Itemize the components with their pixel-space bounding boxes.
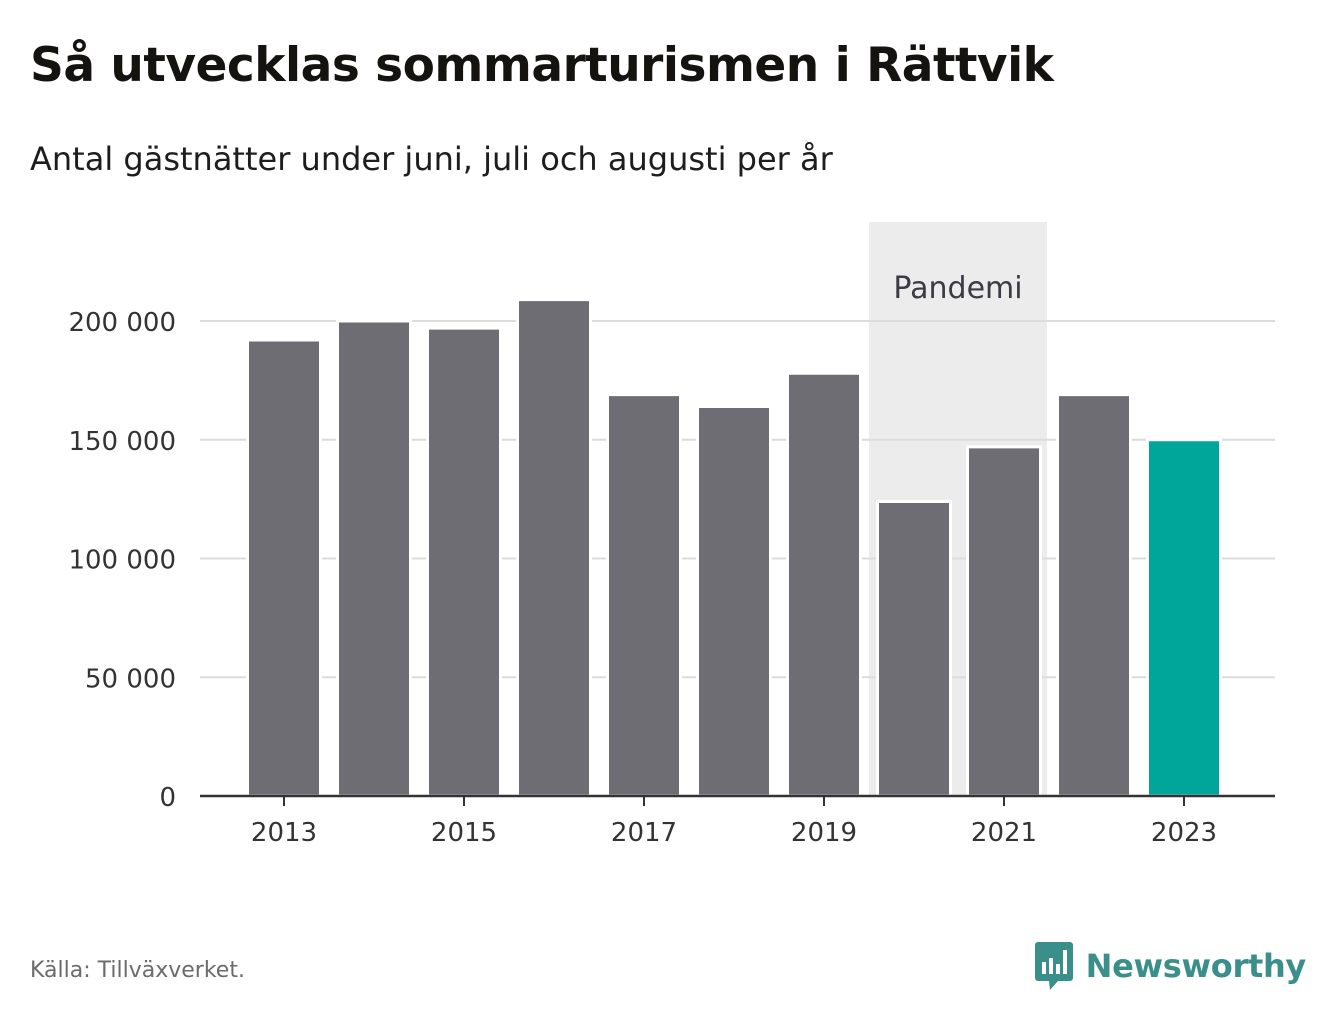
- bar-2022: [1056, 393, 1132, 798]
- bar-2020: [876, 500, 952, 798]
- x-tick-label: 2017: [611, 818, 677, 848]
- pandemic-label: Pandemi: [893, 271, 1022, 306]
- chart-title: Så utvecklas sommarturismen i Rättvik: [30, 38, 1054, 93]
- y-tick-label: 50 000: [85, 664, 176, 694]
- newsworthy-logo-icon: [1034, 942, 1073, 990]
- x-tick-label: 2023: [1151, 818, 1217, 848]
- bar-2021: [966, 445, 1042, 798]
- source-note: Källa: Tillväxverket.: [30, 958, 245, 983]
- x-tick-label: 2015: [431, 818, 497, 848]
- bar-2016: [516, 298, 592, 798]
- bar-2015: [426, 326, 502, 798]
- brand-name: Newsworthy: [1085, 947, 1307, 985]
- x-tick-label: 2021: [971, 818, 1037, 848]
- bar-2023: [1146, 438, 1222, 798]
- bar-2013: [246, 338, 322, 798]
- x-tick-label: 2019: [791, 818, 857, 848]
- chart-subtitle: Antal gästnätter under juni, juli och au…: [30, 140, 833, 178]
- bar-2018: [696, 405, 772, 798]
- y-tick-label: 200 000: [68, 308, 176, 338]
- bar-2019: [786, 371, 862, 798]
- y-tick-label: 150 000: [68, 427, 176, 457]
- bar-2014: [336, 319, 412, 798]
- brand-logo: Newsworthy: [1034, 940, 1306, 992]
- y-tick-label: 0: [159, 783, 176, 813]
- y-tick-label: 100 000: [68, 546, 176, 576]
- bar-chart: Pandemi 0 50 000 100 000 150 000 200 000 2013 2…: [68, 222, 1275, 848]
- x-tick-label: 2013: [251, 818, 317, 848]
- bar-2017: [606, 393, 682, 798]
